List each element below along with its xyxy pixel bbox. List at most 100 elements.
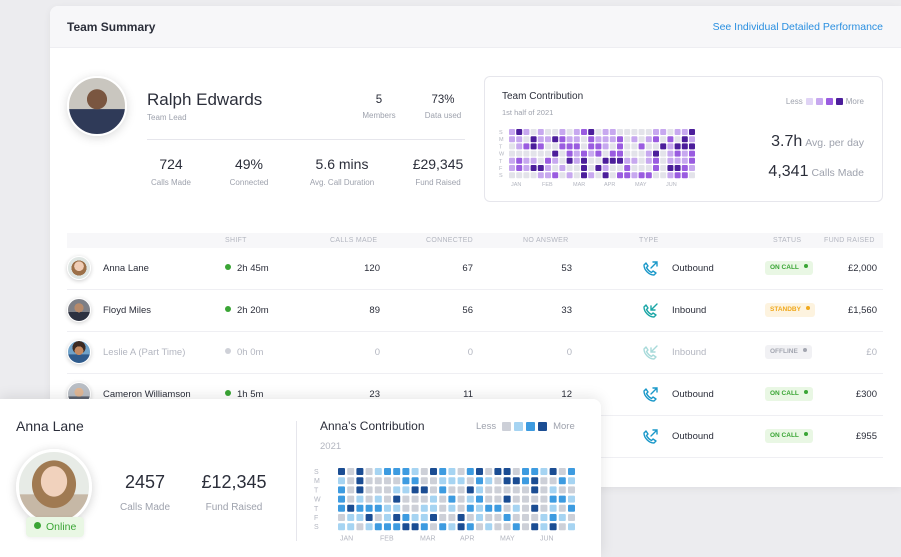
heatmap-cell (402, 504, 410, 512)
outbound-call-icon (643, 387, 658, 402)
heatmap-cell (558, 468, 566, 475)
heatmap-cell (617, 136, 623, 143)
heatmap-cell (588, 129, 595, 135)
legend-swatch (502, 422, 512, 431)
heatmap-cell (402, 523, 410, 531)
calls-made-value: 724 (159, 156, 183, 172)
heatmap-cell (674, 129, 681, 135)
heatmap-cell (667, 150, 674, 157)
heatmap-cell (674, 136, 681, 143)
heatmap-cell (667, 129, 674, 135)
heatmap-cell (545, 129, 551, 135)
fund-raised-cell: £300 (855, 389, 877, 400)
heatmap-cell (509, 172, 515, 179)
member-contribution-legend: Less More (476, 421, 575, 432)
table-row[interactable]: Floyd Miles 2h 20m 89 56 33 Inbound STAN… (67, 290, 883, 332)
heatmap-cell (531, 523, 539, 531)
heatmap-cell (609, 143, 616, 150)
no-answer-cell: 33 (561, 305, 572, 316)
fund-raised-value: £29,345 (412, 156, 464, 172)
heatmap-cell (660, 129, 667, 135)
heatmap-cell (595, 143, 602, 150)
heatmap-cell (356, 504, 364, 512)
heatmap-cell (512, 477, 520, 485)
heatmap-cell (523, 129, 530, 135)
heatmap-cell (540, 486, 548, 494)
heatmap-cell (609, 172, 616, 179)
heatmap-cell (631, 165, 638, 171)
heatmap-cell (522, 495, 529, 503)
heatmap-cell (568, 495, 575, 503)
status-text: ON CALL (770, 264, 799, 271)
heatmap-cell (356, 495, 364, 503)
shift-value: 0h 0m (225, 347, 263, 358)
heatmap-cell (537, 129, 544, 135)
heatmap-cell (631, 143, 638, 150)
heatmap-cell (485, 523, 493, 531)
heatmap-cell (420, 504, 428, 512)
heatmap-cell (537, 157, 544, 164)
heatmap-cell (338, 495, 345, 503)
heatmap-cell (595, 150, 602, 157)
team-lead-name: Ralph Edwards (147, 90, 263, 109)
connected-cell: 11 (463, 389, 473, 400)
heatmap-cell (645, 157, 652, 164)
heatmap-cell (530, 136, 537, 143)
calls-made-cell: 89 (369, 305, 380, 316)
heatmap-cell (624, 143, 631, 150)
connected-cell: 67 (462, 263, 473, 274)
heatmap-cell (420, 495, 428, 503)
heatmap-cell (347, 514, 355, 521)
heatmap-cell (347, 486, 355, 494)
heatmap-cell (430, 477, 437, 485)
detailed-performance-link[interactable]: See Individual Detailed Performance (712, 21, 883, 33)
heatmap-cell (568, 468, 575, 475)
heatmap-cell (549, 468, 557, 475)
heatmap-cell (439, 523, 447, 531)
card-fund-raised-stat: £12,345 Fund Raised (194, 472, 274, 513)
table-row[interactable]: Anna Lane 2h 45m 120 67 53 Outbound ON C… (67, 248, 883, 290)
calls-made-cell: 0 (374, 347, 380, 358)
data-used-stat: 73% Data used (418, 94, 468, 120)
call-type: Outbound (672, 263, 714, 274)
member-name: Cameron Williamson (103, 389, 191, 400)
heatmap-cell (439, 486, 447, 494)
heatmap-cell (512, 514, 520, 521)
heatmap-cell (384, 514, 391, 521)
heatmap-cell (540, 504, 548, 512)
heatmap-cell (624, 157, 631, 164)
heatmap-cell (476, 504, 483, 512)
connected-label: Connected (229, 178, 269, 187)
fund-raised-cell: £955 (855, 431, 877, 442)
heatmap-day-label: F (499, 166, 503, 172)
heatmap-cell (347, 468, 355, 475)
online-dot (34, 522, 41, 529)
heatmap-cell (356, 523, 364, 531)
heatmap-cell (638, 165, 645, 171)
heatmap-cell (638, 129, 645, 135)
status-dot (803, 432, 808, 436)
heatmap-cell (674, 143, 681, 150)
heatmap-cell (430, 495, 437, 503)
heatmap-cell (530, 143, 537, 150)
heatmap-cell (667, 157, 674, 164)
heatmap-cell (681, 157, 688, 164)
heatmap-cell (516, 136, 523, 143)
heatmap-cell (681, 136, 688, 143)
avg-per-day-label: Avg. per day (805, 137, 864, 149)
avg-call-duration-value: 5.6 mins (315, 156, 369, 172)
connected-cell: 0 (467, 347, 473, 358)
heatmap-cell (430, 523, 437, 531)
heatmap-cell (365, 514, 373, 521)
legend-less: Less (785, 97, 803, 106)
heatmap-day-label: W (314, 497, 321, 504)
heatmap-cell (638, 143, 645, 150)
heatmap-cell (537, 165, 544, 171)
heatmap-cell (512, 523, 520, 531)
heatmap-cell (393, 486, 401, 494)
heatmap-cell (617, 150, 623, 157)
table-row[interactable]: Leslie A (Part Time) 0h 0m 0 0 0 Inbound… (67, 332, 883, 374)
heatmap-cell (552, 157, 559, 164)
shift-value: 1h 5m (225, 389, 263, 400)
heatmap-cell (558, 477, 566, 485)
